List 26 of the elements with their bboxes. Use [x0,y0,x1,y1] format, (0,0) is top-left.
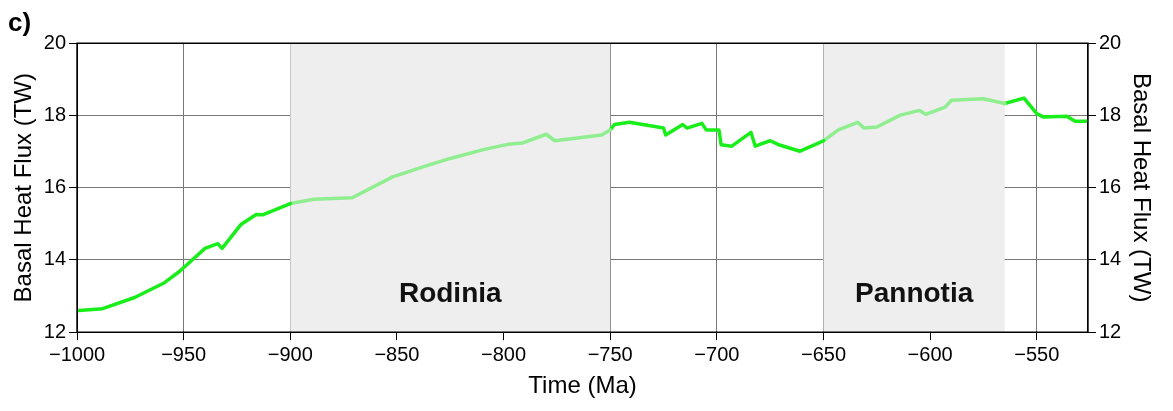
x-tick-label: −750 [587,342,633,365]
y-tick-label: 14 [43,247,67,270]
x-tick-label: −1000 [48,342,106,365]
band-label: Pannotia [855,276,974,308]
y-tick-label: 18 [43,102,67,125]
x-tick-label: −550 [1014,342,1060,365]
y-tick-label: 16 [43,175,67,198]
band-label: Rodinia [398,276,503,308]
y-tick-label: 12 [43,319,67,342]
y2-tick-label: 20 [1098,30,1122,53]
x-tick-label: −600 [907,342,953,365]
y2-tick-label: 14 [1098,247,1122,270]
y2-tick-label: 12 [1098,319,1122,342]
x-axis-title: Time (Ma) [528,371,637,399]
x-tick-label: −850 [374,342,420,365]
y2-tick-label: 18 [1098,102,1122,125]
x-tick-label: −700 [694,342,740,365]
x-tick-label: −800 [481,342,527,365]
x-tick-label: −650 [800,342,847,365]
y2-axis-title: Basal Heat Flux (TW) [1128,73,1156,303]
chart-title: c) [8,6,32,37]
x-tick-label: −900 [267,342,313,365]
y-axis-title: Basal Heat Flux (TW) [9,73,37,303]
y2-tick-label: 16 [1098,175,1122,198]
y-tick-label: 20 [43,30,67,53]
x-tick-label: −950 [161,342,207,365]
